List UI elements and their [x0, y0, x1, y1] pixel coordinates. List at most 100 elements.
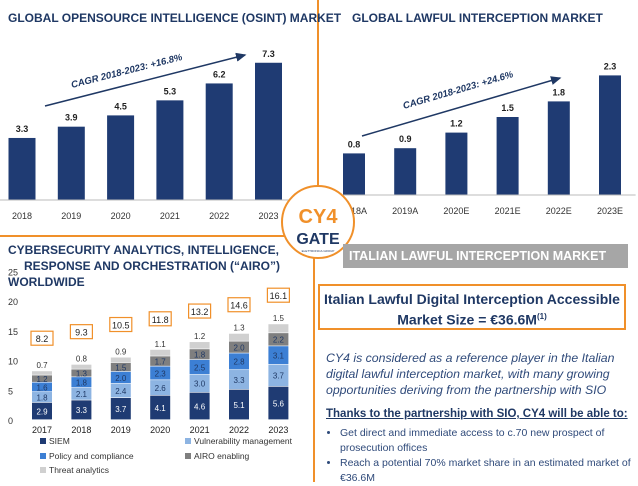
- bar: [255, 62, 282, 201]
- tick-label: 2023E: [597, 206, 623, 216]
- tick-label: 2021E: [495, 206, 521, 216]
- description: CY4 is considered as a reference player …: [326, 351, 615, 397]
- bar-segment: [229, 353, 249, 370]
- tick-label: 2019: [61, 211, 81, 221]
- segment-label: 2.9: [36, 407, 48, 416]
- thanks-heading: Thanks to the partnership with SIO, CY4 …: [326, 408, 628, 420]
- data-label: 0.9: [399, 134, 412, 144]
- bar-segment: [189, 392, 210, 420]
- tick-label: 2023: [258, 211, 278, 221]
- cagr-label: CAGR 2018-2023: +24.6%: [402, 69, 515, 112]
- segment-label: 3.0: [194, 380, 206, 389]
- bar-segment: [32, 402, 52, 420]
- tick-label: 2022E: [546, 206, 572, 216]
- bar-segment: [189, 349, 210, 360]
- bar: [107, 115, 135, 200]
- x-tick-label: 2022: [229, 425, 249, 435]
- bar: [343, 153, 365, 195]
- tick-label: 2018: [12, 211, 32, 221]
- bar: [496, 117, 519, 195]
- segment-label: 1.6: [36, 383, 48, 392]
- bar-segment: [110, 362, 131, 372]
- segment-label: 0.7: [36, 361, 48, 370]
- cagr-arrow: [361, 76, 562, 137]
- bar-segment: [110, 383, 131, 398]
- bar-segment: [32, 371, 52, 375]
- data-label: 1.2: [450, 119, 463, 129]
- y-tick-label: 5: [8, 386, 13, 396]
- segment-label: 2.0: [115, 374, 127, 383]
- segment-label: 5.6: [273, 399, 285, 408]
- bar-segment: [150, 356, 171, 366]
- data-label: 7.3: [262, 49, 275, 59]
- bar-segment: [189, 342, 210, 349]
- segment-label: 1.8: [36, 393, 48, 402]
- total-box: [148, 311, 172, 327]
- bar: [394, 148, 417, 195]
- segment-label: 1.5: [115, 363, 127, 372]
- legend-swatch: [40, 453, 46, 459]
- total-box: [227, 297, 251, 313]
- bar-segment: [268, 386, 289, 420]
- bar-segment: [32, 392, 52, 403]
- segment-label: 1.8: [76, 379, 88, 388]
- data-label: 5.3: [164, 86, 177, 96]
- segment-label: 1.7: [155, 357, 167, 366]
- segment-label: 1.5: [273, 314, 285, 323]
- segment-label: 0.9: [115, 348, 127, 357]
- footnote-ref: (1): [536, 312, 547, 321]
- data-label: 1.8: [553, 87, 566, 97]
- total-box: [69, 324, 94, 340]
- market-size-box: Italian Lawful Digital Interception Acce…: [318, 284, 626, 330]
- y-tick-label: 15: [8, 327, 18, 337]
- data-label: 1.5: [501, 103, 514, 113]
- segment-label: 4.1: [155, 404, 167, 413]
- segment-label: 3.7: [115, 405, 127, 414]
- total-label: 8.2: [36, 334, 49, 344]
- market-size-line1: Italian Lawful Digital Interception Acce…: [324, 291, 620, 307]
- legend-label: Policy and compliance: [49, 451, 134, 461]
- bar-segment: [268, 346, 289, 365]
- y-tick-label: 0: [8, 416, 13, 426]
- legend-label: Vulnerability management: [194, 436, 293, 446]
- segment-label: 2.5: [194, 363, 206, 372]
- segment-label: 2.0: [233, 343, 245, 352]
- segment-label: 1.3: [76, 369, 88, 378]
- segment-label: 3.3: [233, 376, 245, 385]
- total-label: 14.6: [230, 301, 248, 311]
- segment-label: 1.3: [233, 324, 245, 333]
- data-label: 2.3: [604, 61, 617, 71]
- y-tick-label: 20: [8, 297, 18, 307]
- x-tick-label: 2021: [190, 425, 210, 435]
- bar-segment: [268, 364, 289, 387]
- chart-title: RESPONSE AND ORCHESTRATION (“AIRO”): [24, 259, 280, 273]
- legend-swatch: [185, 453, 191, 459]
- bar-segment: [32, 375, 52, 382]
- x-tick-label: 2023: [268, 425, 288, 435]
- tick-label: 2021: [160, 211, 180, 221]
- bar: [156, 100, 184, 200]
- tick-label: 2020: [111, 211, 131, 221]
- legend-label: Threat analytics: [49, 465, 109, 475]
- segment-label: 3.7: [273, 372, 285, 381]
- legend-swatch: [185, 438, 191, 444]
- x-tick-label: 2020: [150, 425, 170, 435]
- segment-label: 3.1: [273, 351, 285, 360]
- bar-segment: [71, 387, 92, 400]
- benefit-item: Reach a potential 70% market share in an…: [340, 456, 638, 486]
- y-tick-label: 10: [8, 357, 18, 367]
- legend-swatch: [40, 438, 46, 444]
- total-label: 13.2: [191, 307, 209, 317]
- segment-label: 3.3: [76, 406, 88, 415]
- bar-segment: [229, 333, 249, 341]
- tick-label: 2018A: [341, 206, 367, 216]
- segment-label: 2.3: [155, 369, 167, 378]
- x-tick-label: 2019: [111, 425, 131, 435]
- bar-segment: [71, 369, 92, 377]
- segment-label: 2.4: [115, 387, 127, 396]
- data-label: 3.3: [16, 124, 29, 134]
- chart-title: GLOBAL LAWFUL INTERCEPTION MARKET: [352, 11, 604, 25]
- bar-segment: [268, 324, 289, 333]
- bar-segment: [32, 382, 52, 392]
- bar-segment: [229, 389, 249, 420]
